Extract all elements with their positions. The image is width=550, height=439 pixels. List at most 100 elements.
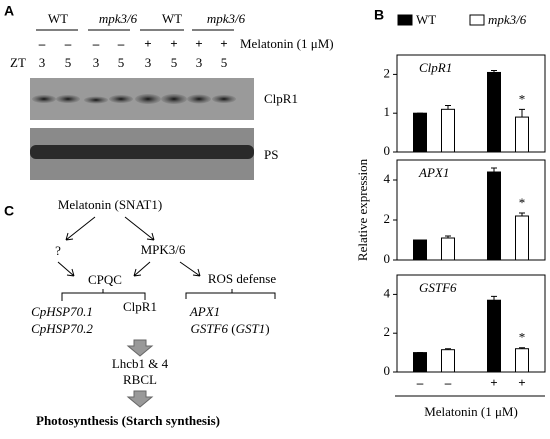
- node: GSTF6 (GST1): [190, 321, 269, 336]
- node: ROS defense: [208, 271, 276, 286]
- charts: WT mpk3/6 0 1 2 ClpR1 * 0 2 4 APX1 * Relative expres…: [355, 12, 546, 419]
- treatment-mark: –: [92, 36, 100, 51]
- annotation: *: [519, 91, 526, 106]
- blot: [30, 78, 254, 180]
- x-tick-label: +: [490, 375, 497, 390]
- node-part: GSTF6: [190, 321, 228, 336]
- bar: [441, 108, 455, 153]
- bar: [487, 71, 501, 153]
- node: CpHSP70.2: [31, 321, 93, 336]
- arrow: [126, 390, 154, 408]
- bar: [413, 352, 427, 373]
- band: [161, 94, 187, 104]
- arrow: [179, 261, 201, 277]
- zt-value: 5: [118, 55, 125, 70]
- arrow: [126, 339, 154, 357]
- bracket: [185, 289, 276, 299]
- blot-label: ClpR1: [264, 91, 298, 106]
- error-bar: [519, 212, 525, 216]
- bar: [515, 348, 529, 373]
- bar: [441, 349, 455, 373]
- x-tick-label: –: [444, 375, 452, 390]
- band: [32, 95, 56, 103]
- band: [135, 94, 161, 104]
- group-label: mpk3/6: [207, 11, 246, 26]
- plot-frame: [396, 54, 546, 153]
- group-label: WT: [48, 11, 68, 26]
- node: MPK3/6: [141, 242, 186, 257]
- error-bar: [491, 167, 497, 172]
- band: [84, 96, 108, 104]
- y-tick-label: 4: [384, 171, 391, 186]
- lanes: – – – – + + + +3 5 3 5 3 5 3 5: [38, 36, 228, 70]
- annotation: *: [519, 330, 526, 345]
- annotation: *: [519, 195, 526, 210]
- legend-label: WT: [416, 12, 436, 27]
- legend-swatch: [469, 14, 485, 26]
- node-part: GST1: [236, 321, 266, 336]
- zt-value: 5: [221, 55, 228, 70]
- bracket: [61, 289, 146, 301]
- bar: [413, 112, 427, 153]
- panel-label: A: [4, 3, 14, 19]
- bar: [515, 116, 529, 153]
- y-tick-label: 4: [384, 285, 391, 300]
- arrow: [124, 216, 155, 241]
- error-bar: [519, 347, 525, 349]
- node: Melatonin (SNAT1): [58, 197, 162, 212]
- y-tick-label: 0: [384, 143, 391, 158]
- group-label: mpk3/6: [99, 11, 138, 26]
- pathway: Melatonin (SNAT1) ? MPK3/6 CPQC ROS defe…: [31, 197, 276, 428]
- band: [187, 94, 211, 104]
- node: CPQC: [88, 272, 122, 287]
- node: Photosynthesis (Starch synthesis): [36, 413, 220, 428]
- y-tick-label: 2: [384, 324, 391, 339]
- group-label: WT: [162, 11, 182, 26]
- zt-value: 5: [171, 55, 178, 70]
- band: [56, 95, 80, 103]
- node-part: ): [265, 321, 269, 336]
- error-bar: [445, 104, 451, 110]
- band: [30, 145, 254, 159]
- error-bar: [445, 348, 451, 350]
- plot-frame: [396, 159, 546, 261]
- band: [212, 95, 236, 103]
- x-tick-label: –: [416, 375, 424, 390]
- bar: [515, 215, 529, 261]
- node: APX1: [189, 304, 220, 319]
- bar: [441, 237, 455, 261]
- bar: [487, 299, 501, 373]
- error-bar: [491, 70, 497, 73]
- node-part: (: [231, 321, 235, 336]
- plot-frame: [396, 274, 546, 373]
- zt-value: 3: [39, 55, 46, 70]
- node: RBCL: [123, 372, 157, 387]
- chart-title: APX1: [418, 165, 449, 180]
- treatment-mark: –: [64, 36, 72, 51]
- bar: [413, 239, 427, 261]
- treatment-mark: +: [144, 36, 151, 51]
- y-axis-label: Relative expression: [355, 158, 370, 261]
- treatment-mark: +: [220, 36, 227, 51]
- error-bar: [519, 108, 525, 118]
- x-tick-label: +: [518, 375, 525, 390]
- error-bar: [445, 235, 451, 238]
- chart-title: ClpR1: [419, 60, 452, 75]
- treatment-mark: –: [117, 36, 125, 51]
- treatment-mark: –: [38, 36, 46, 51]
- treatment-label: Melatonin (1 μM): [240, 36, 334, 51]
- panel-label: C: [4, 203, 14, 219]
- zt-value: 3: [93, 55, 100, 70]
- node: ?: [55, 243, 61, 258]
- zt-label: ZT: [10, 55, 26, 70]
- y-tick-label: 0: [384, 251, 391, 266]
- node: Lhcb1 & 4: [112, 356, 169, 371]
- arrow: [57, 261, 75, 277]
- bar: [487, 171, 501, 261]
- band: [109, 95, 133, 103]
- panel-label: B: [374, 7, 384, 23]
- y-tick-label: 0: [384, 363, 391, 378]
- zt-value: 3: [145, 55, 152, 70]
- blot-label: PS: [264, 147, 278, 162]
- legend-swatch: [397, 14, 413, 26]
